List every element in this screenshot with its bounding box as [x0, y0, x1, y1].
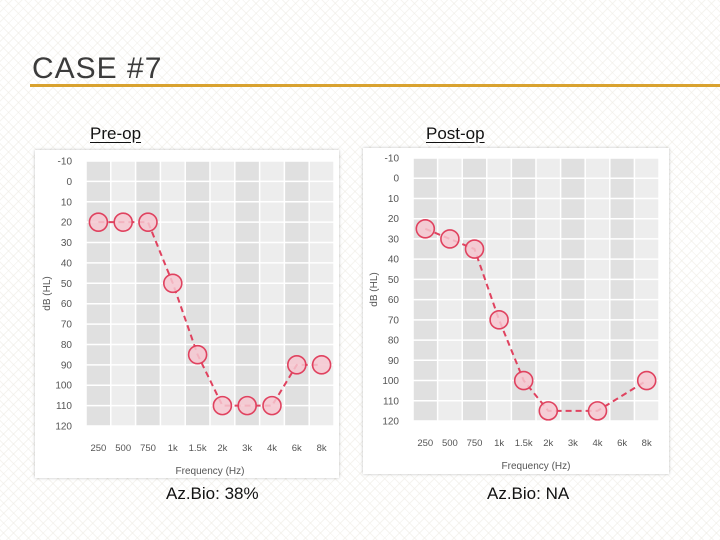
data-point [415, 219, 436, 239]
y-tick-label: -10 [58, 157, 73, 168]
data-point [88, 212, 109, 232]
x-tick-label: 3k [568, 438, 578, 449]
x-tick-label: 500 [442, 438, 458, 449]
y-tick-label: 70 [61, 320, 73, 331]
data-point [489, 310, 509, 330]
data-point [538, 401, 559, 421]
y-tick-label: 30 [388, 234, 400, 245]
series-line [98, 221, 322, 407]
post-op-label: Post-op [426, 124, 485, 143]
x-tick-label: 2k [217, 443, 227, 454]
y-tick-label: 20 [61, 218, 73, 229]
y-axis-label: dB (HL) [369, 272, 380, 306]
x-tick-label: 250 [90, 443, 106, 454]
y-tick-label: 60 [61, 299, 73, 310]
x-tick-label: 8k [642, 438, 652, 449]
pre-op-audiogram: -10 0 10 20 30 40 50 60 70 80 90 100 110 120 250 500 750… [35, 150, 339, 478]
grid-band [185, 161, 210, 426]
grid-band [86, 161, 111, 426]
x-tick-label: 3k [242, 443, 252, 454]
data-point [262, 395, 282, 416]
x-tick-label: 8k [317, 443, 327, 454]
y-tick-label: 40 [388, 255, 400, 266]
y-tick-label: 100 [382, 376, 399, 387]
x-tick-label: 500 [115, 443, 131, 454]
x-axis-label: Frequency (Hz) [176, 466, 245, 477]
y-tick-label: 50 [388, 275, 400, 286]
y-tick-label: 60 [388, 295, 400, 306]
grid-band [160, 161, 186, 426]
y-tick-label: 20 [388, 214, 400, 225]
data-point [286, 355, 307, 375]
y-tick-label: 110 [56, 401, 72, 412]
y-tick-label: 10 [61, 197, 73, 208]
y-tick-label: 100 [55, 381, 72, 392]
x-tick-label: 1k [168, 443, 178, 454]
data-point [440, 229, 460, 249]
grid-band [585, 158, 610, 421]
grid-band [259, 161, 285, 426]
x-tick-label: 4k [592, 438, 602, 449]
x-tick-label: 6k [292, 443, 302, 454]
data-point [587, 401, 608, 421]
grid-band [609, 158, 635, 421]
grid-band [462, 158, 487, 421]
data-point [138, 212, 158, 232]
post-op-audiogram-svg: -10 0 10 20 30 40 50 60 70 80 90 100 110 120 250 500 750… [369, 154, 660, 472]
y-axis-label: dB (HL) [42, 276, 53, 310]
x-axis-label: Frequency (Hz) [502, 461, 571, 472]
x-tick-label: 1.5k [189, 443, 207, 454]
y-tick-label: -10 [385, 154, 400, 165]
grid-band [234, 161, 260, 426]
slide-title: CASE #7 [32, 52, 163, 85]
y-tick-label: 40 [61, 258, 73, 269]
pre-op-label: Pre-op [90, 124, 142, 143]
y-tick-label: 0 [393, 174, 399, 185]
y-tick-label: 90 [388, 356, 400, 367]
data-point [113, 212, 133, 232]
data-point [636, 370, 657, 391]
data-point [237, 395, 257, 416]
grid-band [309, 161, 334, 426]
data-point [187, 344, 208, 365]
x-tick-label: 750 [467, 438, 483, 449]
pre-op-azbio-caption: Az.Bio: 38% [166, 484, 259, 503]
data-point [212, 395, 233, 416]
pre-op-audiogram-svg: -10 0 10 20 30 40 50 60 70 80 90 100 110 120 250 500 750… [42, 157, 335, 477]
grid-band [486, 158, 512, 421]
y-tick-label: 120 [55, 422, 72, 433]
x-tick-label: 250 [417, 438, 433, 449]
grid-band [110, 161, 136, 426]
y-tick-label: 30 [61, 238, 73, 249]
y-tick-label: 110 [383, 396, 399, 407]
y-tick-label: 50 [61, 279, 73, 290]
post-op-azbio-caption: Az.Bio: NA [487, 484, 570, 503]
y-tick-label: 80 [388, 336, 400, 347]
y-tick-label: 10 [388, 194, 400, 205]
y-tick-label: 90 [61, 360, 73, 371]
data-point [311, 355, 332, 375]
x-tick-label: 750 [140, 443, 156, 454]
title-rule [30, 84, 720, 87]
y-tick-label: 80 [61, 340, 73, 351]
data-point [163, 273, 183, 294]
x-tick-label: 6k [617, 438, 627, 449]
x-tick-label: 1.5k [515, 438, 533, 449]
x-tick-label: 4k [267, 443, 277, 454]
data-point [464, 239, 485, 259]
grid-band [284, 161, 310, 426]
grid-band [437, 158, 463, 421]
grid-band [560, 158, 586, 421]
post-op-audiogram: -10 0 10 20 30 40 50 60 70 80 90 100 110 120 250 500 750… [363, 148, 669, 474]
y-tick-label: 120 [382, 417, 399, 428]
x-tick-label: 2k [543, 438, 553, 449]
grid-band [135, 161, 161, 426]
data-point [513, 370, 534, 391]
y-tick-label: 70 [388, 315, 400, 326]
grid-band [413, 158, 438, 421]
x-tick-label: 1k [494, 438, 504, 449]
grid-band [210, 161, 235, 426]
y-tick-label: 0 [66, 177, 72, 188]
grid-band [536, 158, 561, 421]
